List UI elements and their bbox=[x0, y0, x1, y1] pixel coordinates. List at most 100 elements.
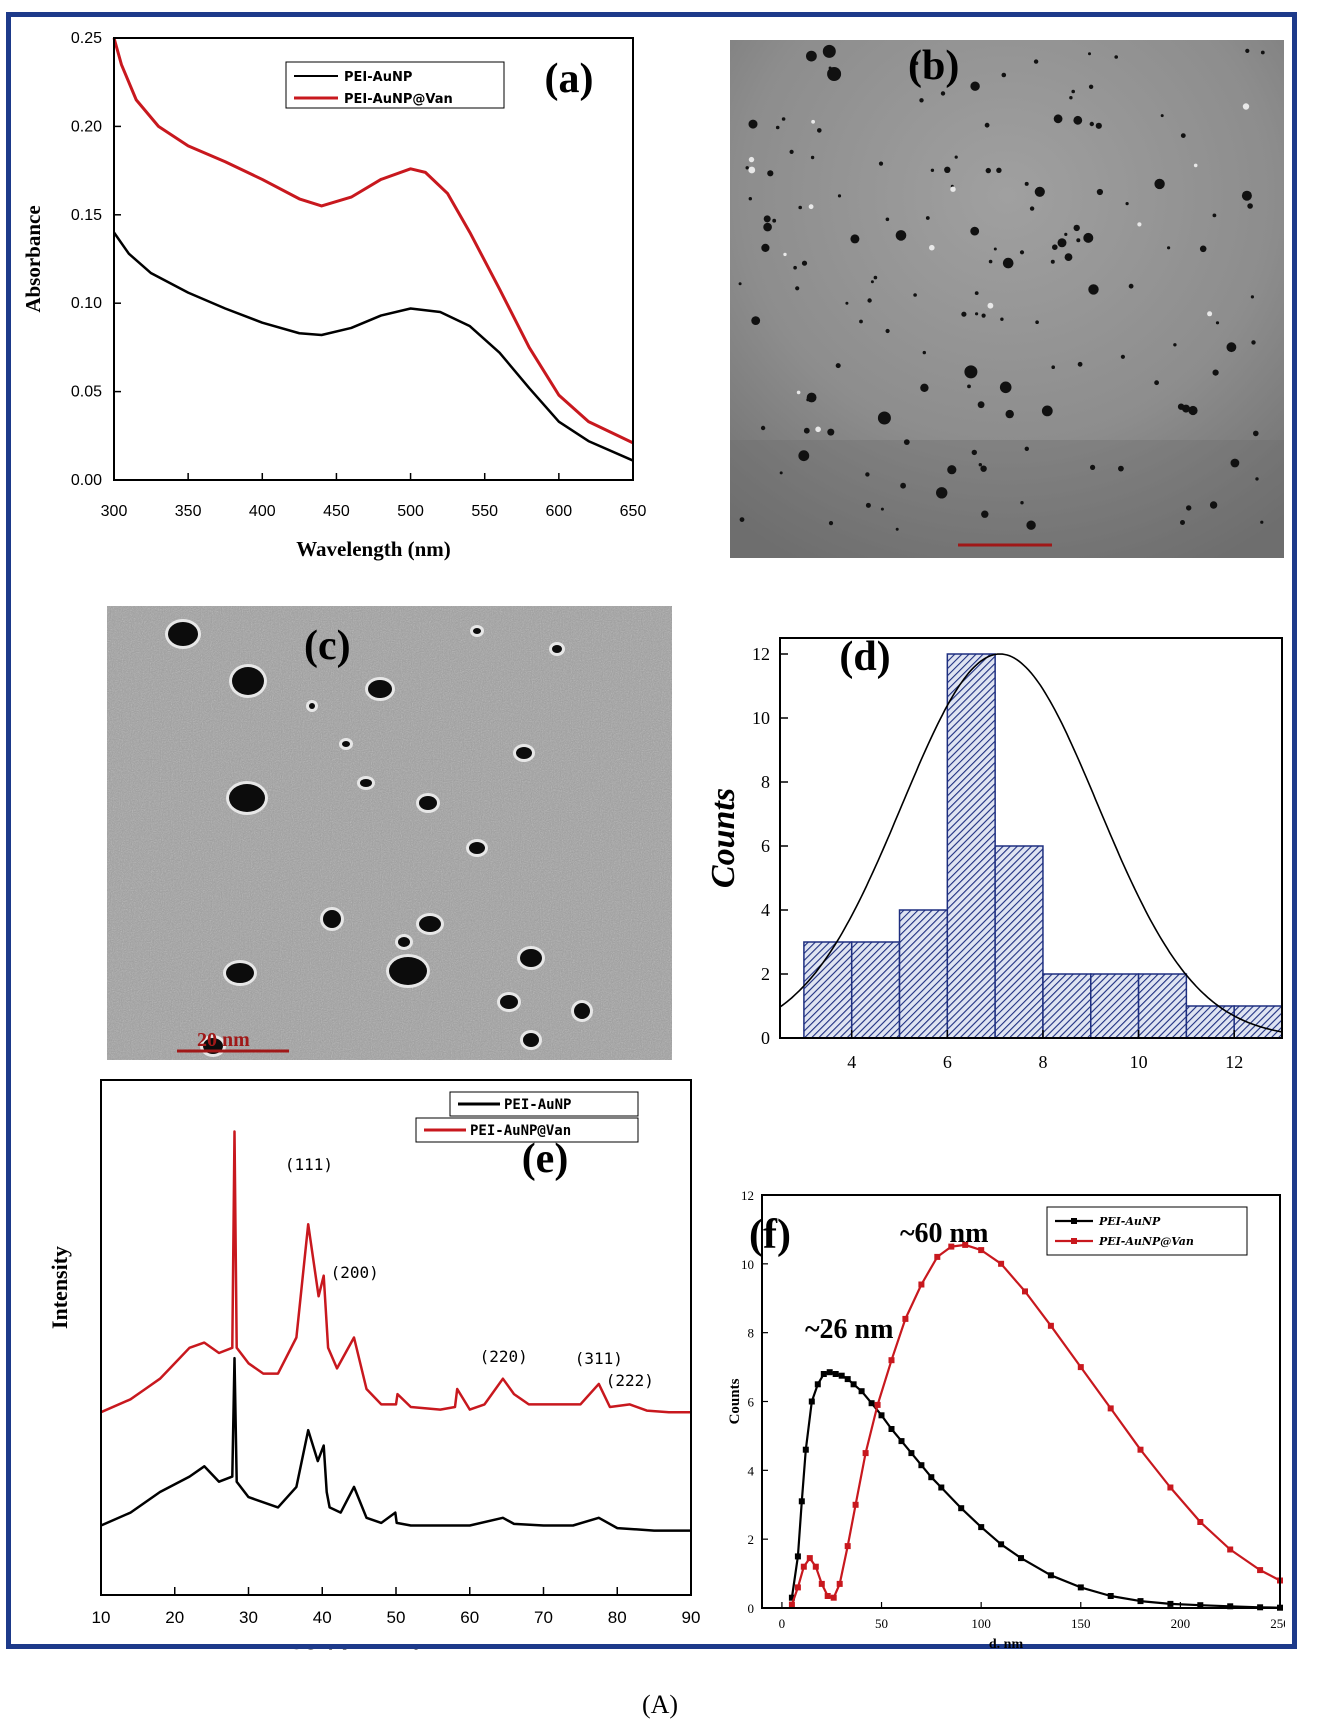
nanoparticle bbox=[1005, 409, 1014, 419]
nanoparticle bbox=[865, 472, 870, 477]
nanoparticle bbox=[516, 747, 532, 759]
dls-point-pei-aunp-van bbox=[836, 1580, 843, 1587]
y-tick-label: 10 bbox=[741, 1257, 754, 1272]
peak-annotation: (200) bbox=[331, 1263, 379, 1282]
dls-point-pei-aunp bbox=[802, 1446, 809, 1453]
nanoparticle bbox=[1212, 369, 1219, 376]
nanoparticle bbox=[1114, 55, 1118, 59]
dls-point-pei-aunp bbox=[808, 1398, 815, 1405]
dls-series-pei-aunp-van bbox=[790, 1243, 1281, 1605]
histogram-bar bbox=[1042, 973, 1092, 1039]
y-axis-label: Counts bbox=[705, 788, 742, 888]
peak-annotation: (111) bbox=[285, 1155, 333, 1174]
nanoparticle bbox=[1180, 520, 1185, 525]
x-tick-label: 4 bbox=[847, 1052, 856, 1070]
legend-box bbox=[1046, 1206, 1248, 1256]
nanoparticle bbox=[1034, 186, 1045, 197]
nanoparticle bbox=[919, 98, 924, 103]
absorbance-axes-frame bbox=[113, 37, 634, 481]
histogram-bar bbox=[1233, 1005, 1283, 1039]
legend-entry: PEI-AuNP bbox=[504, 1097, 571, 1113]
histogram-bar bbox=[946, 653, 996, 1039]
y-tick-label: 2 bbox=[761, 964, 770, 984]
nanoparticle bbox=[1069, 96, 1073, 100]
legend-marker bbox=[1071, 1218, 1077, 1224]
nanoparticle bbox=[767, 170, 774, 177]
nanoparticle bbox=[954, 155, 958, 159]
panel-a-absorbance-chart: 300 350 400 450 500 550 600 650 0.00 0.05 0.10 0.15… bbox=[14, 20, 704, 600]
nanoparticle bbox=[947, 465, 957, 475]
nanoparticle bbox=[996, 167, 1002, 173]
y-tick-label: 2 bbox=[748, 1532, 755, 1547]
x-tick-label: 30 bbox=[239, 1608, 258, 1627]
nanoparticle bbox=[738, 282, 742, 286]
nanoparticle bbox=[389, 957, 427, 985]
x-tick-label: 6 bbox=[943, 1052, 952, 1070]
nanoparticle bbox=[229, 784, 265, 812]
nanoparticle bbox=[1095, 122, 1102, 129]
peak-annotation: ~26 nm bbox=[805, 1314, 893, 1345]
nanoparticle bbox=[985, 167, 991, 174]
dls-point-pei-aunp-van bbox=[1137, 1446, 1144, 1453]
nanoparticle bbox=[1255, 477, 1259, 481]
nanoparticle bbox=[817, 128, 822, 133]
nanoparticle bbox=[827, 67, 842, 81]
nanoparticle bbox=[1260, 520, 1264, 524]
absorbance-chart-svg: 300 350 400 450 500 550 600 650 0.00 0.05 0.10 0.15… bbox=[21, 30, 646, 561]
nanoparticle bbox=[1128, 283, 1134, 289]
legend-box bbox=[285, 61, 505, 109]
histogram-bar bbox=[1137, 973, 1188, 1039]
dls-point-pei-aunp-van bbox=[1107, 1405, 1114, 1412]
nanoparticle bbox=[1247, 203, 1253, 209]
nanoparticle bbox=[828, 66, 832, 70]
nanoparticle bbox=[763, 222, 772, 232]
dls-point-pei-aunp bbox=[838, 1372, 845, 1379]
bright-spot bbox=[748, 166, 756, 174]
nanoparticle bbox=[1199, 245, 1207, 253]
nanoparticle bbox=[867, 298, 872, 303]
nanoparticle bbox=[745, 166, 749, 170]
nanoparticle bbox=[984, 122, 990, 128]
dls-point-pei-aunp bbox=[998, 1541, 1005, 1548]
bright-spot bbox=[808, 204, 814, 210]
dls-point-pei-aunp-van bbox=[962, 1241, 969, 1248]
nanoparticle bbox=[827, 428, 835, 436]
x-tick-label: 600 bbox=[546, 503, 573, 520]
nanoparticle bbox=[978, 463, 982, 467]
panel-c-label: (c) bbox=[304, 623, 351, 669]
nanoparticle bbox=[1020, 501, 1024, 505]
nanoparticle bbox=[803, 427, 810, 434]
dls-point-pei-aunp bbox=[832, 1371, 839, 1377]
x-tick-label: 12 bbox=[1225, 1052, 1243, 1070]
tem-image-b bbox=[730, 40, 1284, 558]
x-tick-label: 50 bbox=[875, 1616, 888, 1631]
dls-point-pei-aunp bbox=[1077, 1584, 1084, 1591]
dls-point-pei-aunp-van bbox=[800, 1563, 807, 1570]
nanoparticle bbox=[1033, 59, 1039, 64]
panel-e-xrd-chart: 10 20 30 40 50 60 70 80 90 2θ (degree) Intensity (1… bbox=[40, 1070, 720, 1650]
peak-annotation: (220) bbox=[480, 1347, 528, 1366]
dls-point-pei-aunp bbox=[878, 1412, 885, 1419]
x-tick-label: 250 bbox=[1270, 1616, 1285, 1631]
nanoparticle bbox=[1182, 404, 1190, 413]
nanoparticle bbox=[828, 521, 834, 526]
nanoparticle bbox=[903, 439, 910, 445]
nanoparticle bbox=[878, 161, 884, 166]
nanoparticle bbox=[977, 401, 985, 409]
nanoparticle bbox=[1073, 224, 1080, 232]
nanoparticle bbox=[574, 1003, 590, 1019]
bright-spot bbox=[1242, 103, 1250, 110]
figure-frame bbox=[6, 12, 1297, 1649]
histogram-bar bbox=[1090, 973, 1140, 1039]
dls-point-pei-aunp bbox=[1167, 1600, 1174, 1607]
dls-point-pei-aunp-van bbox=[948, 1243, 955, 1250]
x-tick-label: 80 bbox=[608, 1608, 627, 1627]
nanoparticle bbox=[552, 645, 562, 653]
dls-point-pei-aunp-van bbox=[1022, 1288, 1028, 1295]
nanoparticle bbox=[1260, 50, 1265, 55]
nanoparticle bbox=[1026, 520, 1036, 530]
nanoparticle bbox=[975, 312, 979, 316]
dls-point-pei-aunp-van bbox=[1077, 1364, 1084, 1371]
y-tick-label: 0.15 bbox=[71, 207, 102, 224]
nanoparticle bbox=[944, 166, 951, 173]
